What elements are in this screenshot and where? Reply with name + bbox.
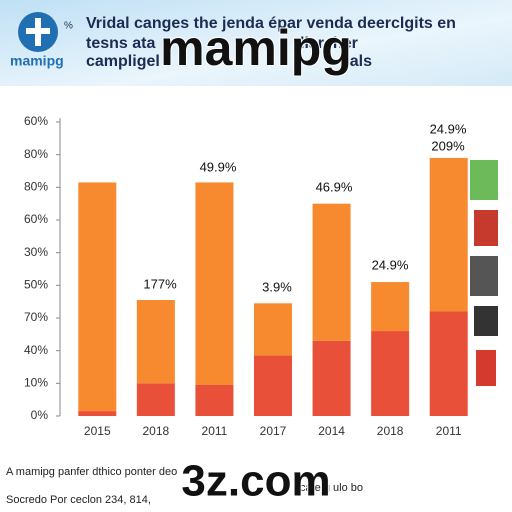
header-line: tesns ata [86, 35, 155, 52]
logo-mark: % [64, 21, 73, 32]
watermark: mamipg [160, 20, 352, 76]
bar-segment [136, 383, 175, 416]
annotation: 209% [431, 138, 465, 153]
annotation: 3.9% [262, 279, 292, 294]
bar-segment [371, 331, 410, 416]
y-tick-label: 60% [24, 212, 48, 226]
y-tick-label: 40% [24, 343, 48, 357]
bar-segment [429, 311, 468, 416]
header-line: Vridal canges the jenda épar venda deerc… [86, 15, 456, 32]
icon [476, 350, 496, 386]
bar-segment [254, 303, 292, 356]
icon [470, 160, 498, 200]
x-tick-label: 2014 [318, 424, 345, 438]
bar-segment [195, 384, 234, 416]
header-line: llarcher [300, 35, 358, 52]
footer-line: A mamipg panfer dthico ponter deo [6, 466, 177, 478]
y-tick-label: 10% [24, 376, 48, 390]
bar-segment [312, 340, 351, 416]
y-tick-label: 70% [24, 310, 48, 324]
y-tick-label: 80% [24, 147, 48, 161]
annotation: 177% [143, 276, 177, 291]
watermark: 3z.com [181, 457, 330, 506]
header-bar [0, 0, 512, 86]
y-tick-label: 0% [31, 408, 49, 422]
header-line: campligel [86, 53, 160, 70]
annotation: 24.9% [372, 257, 409, 272]
icon [474, 306, 498, 336]
footer-line: cate g ulo bo [300, 482, 363, 494]
bar-segment [195, 182, 234, 385]
bar-segment [78, 182, 117, 412]
x-tick-label: 2011 [202, 424, 228, 438]
annotation: 24.9% [430, 121, 467, 136]
annotation: 49.9% [200, 159, 237, 174]
x-tick-label: 2017 [260, 424, 287, 438]
bar-segment [312, 203, 351, 341]
x-tick-label: 2018 [377, 424, 404, 438]
bar-segment [136, 300, 175, 384]
header-line: uals [340, 53, 372, 70]
logo-text: mamipg [10, 53, 64, 69]
icon [470, 256, 498, 296]
icon [474, 210, 498, 246]
side-icons [470, 160, 498, 386]
bar-segment [254, 355, 292, 416]
x-tick-label: 2015 [84, 424, 111, 438]
y-tick-label: 30% [24, 245, 48, 259]
y-tick-label: 50% [24, 278, 48, 292]
x-tick-label: 2011 [436, 424, 462, 438]
footer-line: Socredo Por ceclon 234, 814, [6, 494, 151, 506]
x-tick-label: 2018 [143, 424, 170, 438]
y-tick-label: 60% [24, 114, 48, 128]
y-tick-label: 80% [24, 180, 48, 194]
bar-segment [429, 157, 468, 312]
annotation: 46.9% [316, 179, 353, 194]
bar-segment [371, 282, 410, 332]
logo-cross [26, 28, 50, 34]
bar-segment [78, 411, 117, 416]
